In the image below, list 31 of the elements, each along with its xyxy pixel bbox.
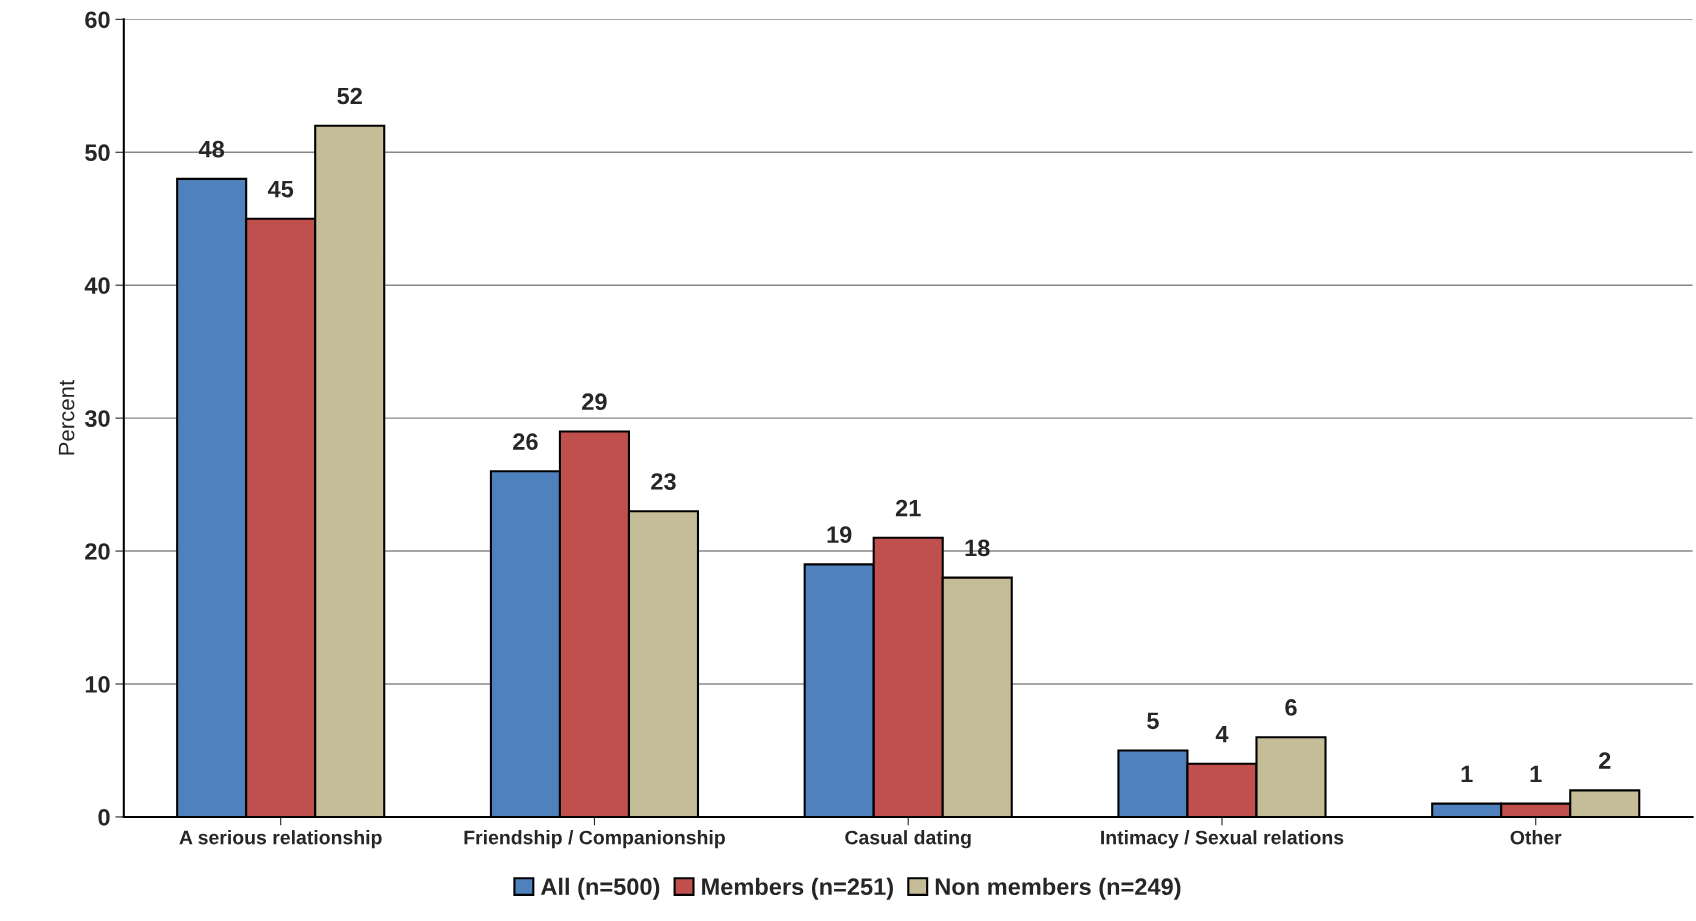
x-tick-label: A serious relationship [179,830,382,849]
legend-label: All (n=500) [540,877,660,900]
legend-label: Non members (n=249) [935,877,1181,900]
data-label: 21 [895,499,921,517]
y-tick-label: 0 [98,809,110,826]
data-label: 1 [1530,765,1542,783]
y-tick-label: 30 [84,410,110,427]
y-tick-label: 10 [85,676,110,693]
y-tick-label: 40 [84,277,110,294]
x-tick-label: Casual dating [845,830,971,849]
x-tick-label: Other [1510,830,1562,845]
x-tick-label: Friendship / Companionship [464,830,725,849]
data-label: 45 [267,180,294,198]
legend-label: Members (n=251) [702,877,893,900]
data-label: 26 [513,433,538,450]
data-label: 19 [827,526,852,544]
data-label: 29 [582,393,607,411]
data-label: 52 [337,87,362,105]
data-label: 48 [198,140,225,158]
y-tick-label: 50 [85,144,110,162]
data-label: 6 [1285,699,1297,716]
data-label: 2 [1599,752,1611,769]
x-tick-label: Intimacy / Sexual relations [1101,830,1344,849]
data-label: 4 [1215,725,1229,743]
y-axis-title: Percent [58,380,75,455]
data-label: 23 [651,473,676,490]
y-tick-label: 60 [85,11,110,29]
data-label: 18 [965,539,990,557]
y-tick-label: 20 [85,543,110,560]
data-label: 5 [1147,712,1159,730]
data-label: 1 [1461,765,1473,783]
